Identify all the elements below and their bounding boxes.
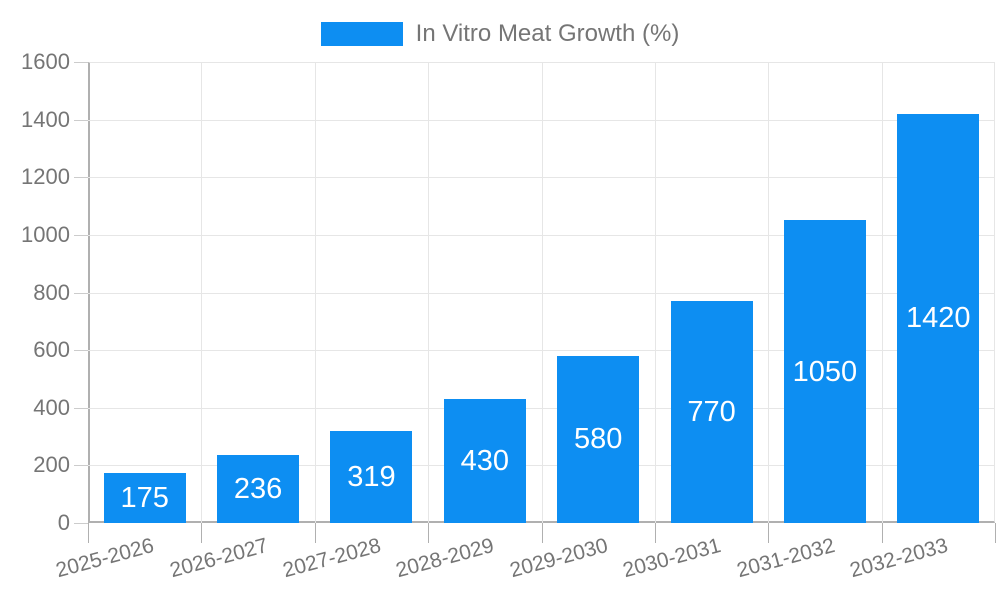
x-axis-tick (881, 523, 883, 543)
bar: 175 (103, 472, 186, 523)
bar-value-label: 175 (120, 481, 169, 514)
y-axis-label: 800 (33, 279, 70, 305)
gridline-vertical (768, 62, 770, 523)
y-axis-label: 600 (33, 337, 70, 363)
x-axis-label: 2026-2027 (167, 534, 271, 583)
x-axis-tick (654, 523, 656, 543)
x-axis-tick (541, 523, 543, 543)
chart-legend: In Vitro Meat Growth (%) (0, 20, 1000, 48)
y-axis-tick (74, 62, 88, 63)
y-axis-label: 1600 (21, 49, 70, 74)
y-axis-tick (74, 407, 88, 409)
x-axis-tick (428, 523, 430, 543)
y-axis-tick (74, 234, 88, 236)
y-axis-tick (74, 523, 88, 524)
x-axis-tick (768, 523, 770, 543)
y-axis-tick (74, 177, 88, 179)
y-axis-label: 400 (33, 394, 70, 420)
bar: 236 (217, 455, 300, 523)
x-axis-label: 2028-2029 (393, 534, 497, 583)
y-axis-label: 0 (57, 510, 70, 535)
bar: 770 (670, 301, 753, 523)
y-axis-label: 200 (33, 452, 70, 478)
x-axis-tick (88, 523, 89, 543)
y-axis-tick (74, 292, 88, 294)
bar: 319 (330, 431, 413, 523)
y-axis-label: 1400 (21, 106, 70, 132)
y-axis-tick (74, 119, 88, 121)
x-axis-label: 2025-2026 (53, 534, 157, 583)
bar-value-label: 236 (233, 472, 283, 505)
bar-value-label: 319 (347, 461, 396, 494)
bar: 430 (443, 399, 526, 523)
bar-value-label: 770 (687, 396, 736, 429)
y-axis-label: 1000 (21, 221, 70, 247)
gridline-vertical (881, 62, 883, 523)
legend-label: In Vitro Meat Growth (%) (415, 20, 680, 47)
gridline-vertical (428, 62, 430, 523)
bar-value-label: 430 (460, 445, 509, 478)
x-axis-label: 2027-2028 (280, 534, 384, 583)
bar: 580 (557, 355, 640, 523)
y-axis-tick (74, 350, 88, 352)
y-axis-label: 1200 (21, 164, 70, 190)
y-axis-tick (74, 465, 88, 467)
x-axis-label: 2032-2033 (847, 534, 951, 583)
x-axis-tick (314, 523, 316, 543)
x-axis-label: 2029-2030 (507, 534, 611, 583)
x-axis-tick (995, 523, 996, 543)
gridline-vertical (201, 62, 203, 523)
x-axis-tick (201, 523, 203, 543)
bar-value-label: 580 (573, 423, 623, 456)
legend-swatch (320, 22, 403, 46)
bar-value-label: 1420 (906, 302, 971, 335)
bar-value-label: 1050 (792, 355, 858, 388)
x-axis-label: 2031-2032 (733, 534, 837, 583)
gridline-vertical (541, 62, 543, 523)
x-axis-label: 2030-2031 (620, 534, 724, 583)
bar: 1050 (783, 220, 866, 523)
gridline-vertical (654, 62, 656, 523)
gridline-vertical (314, 62, 316, 523)
bar: 1420 (897, 113, 980, 523)
